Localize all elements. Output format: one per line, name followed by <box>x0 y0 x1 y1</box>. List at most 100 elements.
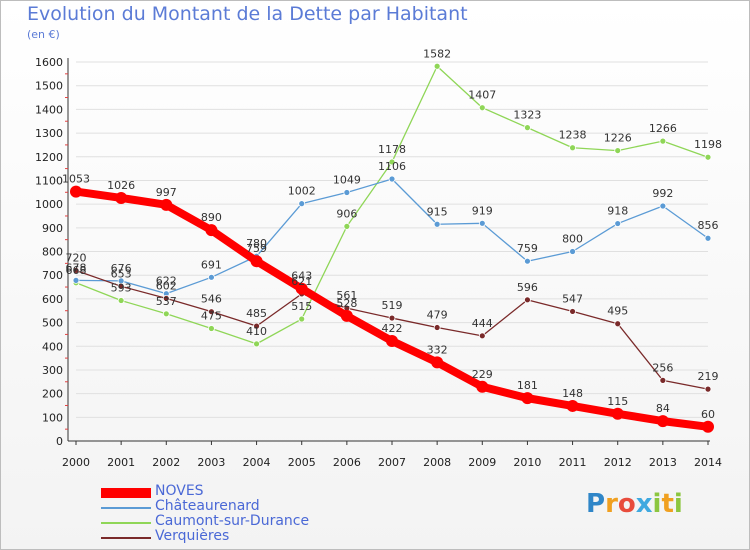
data-label: 115 <box>607 395 628 408</box>
legend-label-chateaurenard: Châteaurenard <box>155 498 260 514</box>
data-point <box>659 376 667 384</box>
data-label: 676 <box>111 262 132 275</box>
data-label: 759 <box>246 242 267 255</box>
data-label: 668 <box>66 264 87 277</box>
data-label: 1582 <box>423 47 451 60</box>
data-label: 622 <box>156 275 177 288</box>
logo-letter: P <box>586 489 606 519</box>
data-label: 1407 <box>468 89 496 102</box>
x-tick-label: 2014 <box>694 456 722 469</box>
data-point <box>72 267 80 274</box>
data-point <box>72 276 80 284</box>
data-point <box>386 335 398 348</box>
data-label: 475 <box>201 309 222 322</box>
data-point <box>70 185 82 198</box>
data-label: 653 <box>111 267 132 280</box>
data-label: 1238 <box>559 129 587 142</box>
data-label: 856 <box>698 219 719 232</box>
y-tick-label: 1200 <box>35 151 63 164</box>
data-label: 148 <box>562 387 583 400</box>
data-point <box>117 282 125 290</box>
x-tick-label: 2002 <box>152 456 180 469</box>
proxiti-logo: Proxiti <box>586 489 683 519</box>
data-point <box>478 332 486 340</box>
data-label: 919 <box>472 204 493 217</box>
data-label: 422 <box>382 322 403 335</box>
data-point <box>343 189 351 196</box>
data-point <box>524 124 531 132</box>
data-point <box>659 202 667 210</box>
y-tick-label: 0 <box>56 435 63 448</box>
data-point <box>433 62 441 70</box>
y-tick-label: 600 <box>42 293 63 306</box>
data-point <box>162 295 170 302</box>
legend-swatch-chateaurenard <box>101 507 151 509</box>
data-point <box>524 296 531 304</box>
data-point <box>295 282 308 295</box>
data-label: 547 <box>562 292 583 305</box>
data-point <box>433 324 441 331</box>
legend-swatch-verquieres <box>101 537 151 539</box>
data-point <box>704 153 712 161</box>
data-point <box>208 325 215 332</box>
data-point <box>250 255 263 268</box>
x-tick-label: 2009 <box>468 456 496 469</box>
data-label: 780 <box>246 237 267 250</box>
data-label: 1266 <box>649 122 677 135</box>
x-tick-label: 2008 <box>423 456 451 469</box>
y-tick-label: 200 <box>42 388 63 401</box>
x-tick-label: 2003 <box>197 456 225 469</box>
data-point <box>388 158 396 166</box>
data-label: 992 <box>652 187 673 200</box>
legend-label-caumont: Caumont-sur-Durance <box>155 513 310 529</box>
data-label: 444 <box>472 317 493 330</box>
x-tick-label: 2001 <box>107 456 135 469</box>
data-label: 1053 <box>62 173 90 186</box>
data-point <box>614 220 622 227</box>
data-point <box>340 309 353 322</box>
data-label: 561 <box>336 289 357 302</box>
x-tick-label: 2007 <box>378 456 406 469</box>
x-tick-label: 2004 <box>243 456 271 469</box>
data-point <box>298 200 306 208</box>
data-point <box>614 320 622 328</box>
legend-swatch-noves <box>101 488 151 498</box>
data-point <box>205 224 218 237</box>
logo-letter: o <box>617 489 636 519</box>
data-label: 621 <box>291 275 312 288</box>
data-label: 1106 <box>378 160 406 173</box>
data-label: 84 <box>656 402 670 415</box>
data-point <box>569 248 576 255</box>
chart-subtitle: (en €) <box>27 28 60 41</box>
x-tick-label: 2005 <box>288 456 316 469</box>
x-tick-label: 2010 <box>513 456 541 469</box>
data-point <box>704 385 712 393</box>
data-label: 1198 <box>694 138 722 151</box>
legend-label-verquieres: Verquières <box>155 528 230 544</box>
data-label: 759 <box>517 242 538 255</box>
data-label: 479 <box>427 309 448 322</box>
data-label: 410 <box>246 325 267 338</box>
data-label: 890 <box>201 211 222 224</box>
data-label: 219 <box>698 370 719 383</box>
data-label: 528 <box>336 297 357 310</box>
y-tick-label: 400 <box>42 340 63 353</box>
data-label: 596 <box>517 281 538 294</box>
data-point <box>702 420 714 433</box>
data-point <box>656 415 669 428</box>
y-tick-label: 800 <box>42 246 63 259</box>
x-tick-label: 2013 <box>649 456 677 469</box>
y-tick-label: 1300 <box>35 127 63 140</box>
logo-letter: i <box>673 489 683 519</box>
data-label: 1026 <box>107 179 135 192</box>
chart-title: Evolution du Montant de la Dette par Hab… <box>27 3 468 25</box>
y-tick-label: 100 <box>42 411 63 424</box>
data-point <box>611 407 624 420</box>
x-tick-label: 2012 <box>604 456 632 469</box>
data-point <box>388 314 396 322</box>
data-label: 1323 <box>513 109 541 122</box>
data-point <box>208 308 215 316</box>
data-label: 918 <box>607 205 628 218</box>
data-point <box>343 222 351 230</box>
